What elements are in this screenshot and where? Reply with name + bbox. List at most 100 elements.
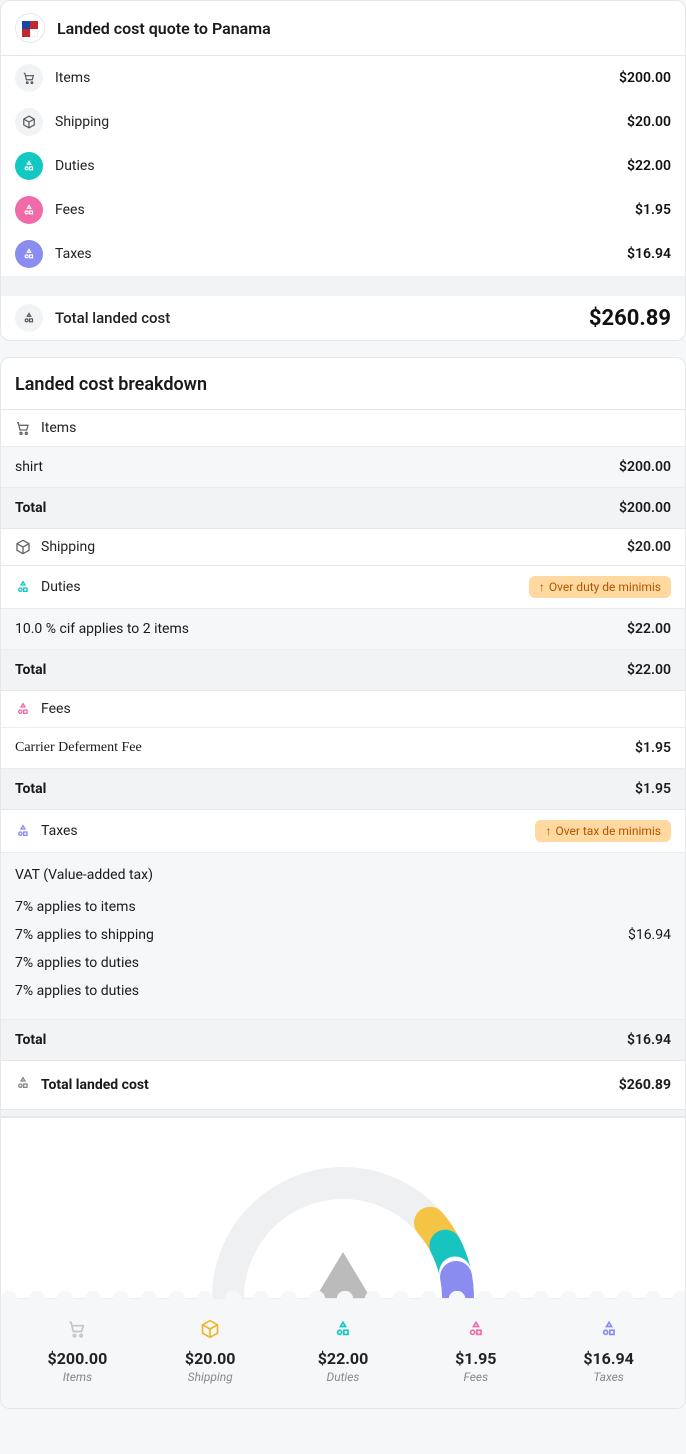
breakdown-taxes-header: Taxes Over tax de minimis bbox=[1, 809, 685, 852]
gauge-section: $260.89 Total landed cost bbox=[1, 1117, 685, 1298]
footer-summary: $200.00Items$20.00Shipping$22.00Duties$1… bbox=[1, 1298, 685, 1408]
summary-fees-label: Fees bbox=[55, 202, 623, 218]
breakdown-duties-total: Total $22.00 bbox=[1, 649, 685, 690]
total-amount: $200.00 bbox=[619, 500, 671, 516]
tax-line-label: 7% applies to shipping bbox=[15, 927, 154, 943]
breakdown-items-header: Items bbox=[1, 409, 685, 446]
tax-line-label: 7% applies to items bbox=[15, 899, 136, 915]
summary-total-row: Total landed cost $260.89 bbox=[1, 296, 685, 340]
item-name: shirt bbox=[15, 459, 43, 475]
duties-amount: $22.00 bbox=[627, 621, 671, 637]
grand-total-label: Total landed cost bbox=[41, 1077, 149, 1093]
total-icon bbox=[15, 1075, 31, 1095]
item-amount: $200.00 bbox=[619, 459, 671, 475]
tax-line: 7% applies to duties bbox=[15, 977, 671, 1005]
summary-shipping-label: Shipping bbox=[55, 114, 615, 130]
summary-total-label: Total landed cost bbox=[55, 309, 577, 327]
summary-card: Landed cost quote to Panama Items $200.0… bbox=[0, 0, 686, 341]
footer-col: $1.95 Fees bbox=[409, 1317, 542, 1384]
box-icon bbox=[144, 1317, 277, 1341]
breakdown-taxes-total: Total $16.94 bbox=[1, 1019, 685, 1060]
breakdown-shipping-header: Shipping $20.00 bbox=[1, 528, 685, 565]
summary-items-row: Items $200.00 bbox=[1, 56, 685, 100]
footer-col: $20.00 Shipping bbox=[144, 1317, 277, 1384]
breakdown-card: Landed cost breakdown Items shirt $200.0… bbox=[0, 357, 686, 1409]
grand-total-amount: $260.89 bbox=[619, 1077, 671, 1093]
shipping-label: Shipping bbox=[41, 539, 95, 555]
duties-icon bbox=[15, 579, 31, 595]
duties-icon bbox=[15, 152, 43, 180]
total-amount: $1.95 bbox=[635, 781, 671, 797]
duties-badge: Over duty de minimis bbox=[529, 576, 671, 598]
total-amount: $22.00 bbox=[627, 662, 671, 678]
footer-col: $22.00 Duties bbox=[277, 1317, 410, 1384]
total-icon bbox=[15, 304, 43, 332]
cart-icon bbox=[11, 1317, 144, 1341]
summary-taxes-label: Taxes bbox=[55, 246, 615, 262]
tax-line-label: 7% applies to duties bbox=[15, 955, 139, 971]
breakdown-item-row: shirt $200.00 bbox=[1, 446, 685, 487]
footer-value: $20.00 bbox=[144, 1349, 277, 1368]
card-header: Landed cost quote to Panama bbox=[1, 1, 685, 56]
breakdown-items-label: Items bbox=[41, 420, 76, 436]
duties-desc: 10.0 % cif applies to 2 items bbox=[15, 621, 189, 637]
summary-fees-amount: $1.95 bbox=[635, 202, 671, 218]
page-title: Landed cost quote to Panama bbox=[57, 19, 271, 38]
taxes-icon bbox=[15, 823, 31, 839]
breakdown-duties-row: 10.0 % cif applies to 2 items $22.00 bbox=[1, 608, 685, 649]
total-label: Total bbox=[15, 662, 46, 678]
summary-duties-row: Duties $22.00 bbox=[1, 144, 685, 188]
total-label: Total bbox=[15, 781, 46, 797]
tax-line: 7% applies to shipping $16.94 bbox=[15, 921, 671, 949]
breakdown-duties-header: Duties Over duty de minimis bbox=[1, 565, 685, 608]
footer-value: $200.00 bbox=[11, 1349, 144, 1368]
breakdown-grand-total: Total landed cost $260.89 bbox=[1, 1060, 685, 1109]
total-amount: $16.94 bbox=[627, 1032, 671, 1048]
summary-shipping-amount: $20.00 bbox=[627, 114, 671, 130]
share-icon bbox=[277, 1317, 410, 1341]
breakdown-fees-header: Fees bbox=[1, 690, 685, 727]
box-icon bbox=[15, 108, 43, 136]
summary-duties-label: Duties bbox=[55, 158, 615, 174]
footer-label: Duties bbox=[277, 1370, 410, 1384]
footer-label: Taxes bbox=[542, 1370, 675, 1384]
tax-line-amount: $16.94 bbox=[628, 927, 671, 943]
breakdown-fees-total: Total $1.95 bbox=[1, 768, 685, 809]
fee-desc: Carrier Deferment Fee bbox=[15, 740, 142, 756]
footer-value: $16.94 bbox=[542, 1349, 675, 1368]
fees-label: Fees bbox=[41, 701, 71, 717]
summary-items-label: Items bbox=[55, 70, 607, 86]
summary-total-amount: $260.89 bbox=[589, 306, 671, 331]
taxes-icon bbox=[15, 240, 43, 268]
breakdown-items-total: Total $200.00 bbox=[1, 487, 685, 528]
box-icon bbox=[15, 539, 31, 555]
fee-amount: $1.95 bbox=[635, 740, 671, 756]
total-label: Total bbox=[15, 1032, 46, 1048]
tax-type: VAT (Value-added tax) bbox=[15, 867, 671, 883]
fees-icon bbox=[15, 701, 31, 717]
summary-taxes-amount: $16.94 bbox=[627, 246, 671, 262]
summary-taxes-row: Taxes $16.94 bbox=[1, 232, 685, 276]
footer-label: Fees bbox=[409, 1370, 542, 1384]
cart-icon bbox=[15, 64, 43, 92]
country-flag-icon bbox=[15, 13, 45, 43]
footer-value: $22.00 bbox=[277, 1349, 410, 1368]
gauge-chart: $260.89 Total landed cost bbox=[203, 1148, 483, 1298]
total-label: Total bbox=[15, 500, 46, 516]
breakdown-fees-row: Carrier Deferment Fee $1.95 bbox=[1, 727, 685, 768]
tax-line: 7% applies to items bbox=[15, 893, 671, 921]
footer-value: $1.95 bbox=[409, 1349, 542, 1368]
breakdown-title: Landed cost breakdown bbox=[1, 358, 685, 409]
footer-label: Items bbox=[11, 1370, 144, 1384]
footer-col: $16.94 Taxes bbox=[542, 1317, 675, 1384]
tax-line: 7% applies to duties bbox=[15, 949, 671, 977]
summary-fees-row: Fees $1.95 bbox=[1, 188, 685, 232]
footer-col: $200.00 Items bbox=[11, 1317, 144, 1384]
summary-duties-amount: $22.00 bbox=[627, 158, 671, 174]
taxes-list: VAT (Value-added tax) 7% applies to item… bbox=[1, 852, 685, 1019]
summary-items-amount: $200.00 bbox=[619, 70, 671, 86]
footer-label: Shipping bbox=[144, 1370, 277, 1384]
cart-icon bbox=[15, 420, 31, 436]
tax-line-label: 7% applies to duties bbox=[15, 983, 139, 999]
share-icon bbox=[542, 1317, 675, 1341]
